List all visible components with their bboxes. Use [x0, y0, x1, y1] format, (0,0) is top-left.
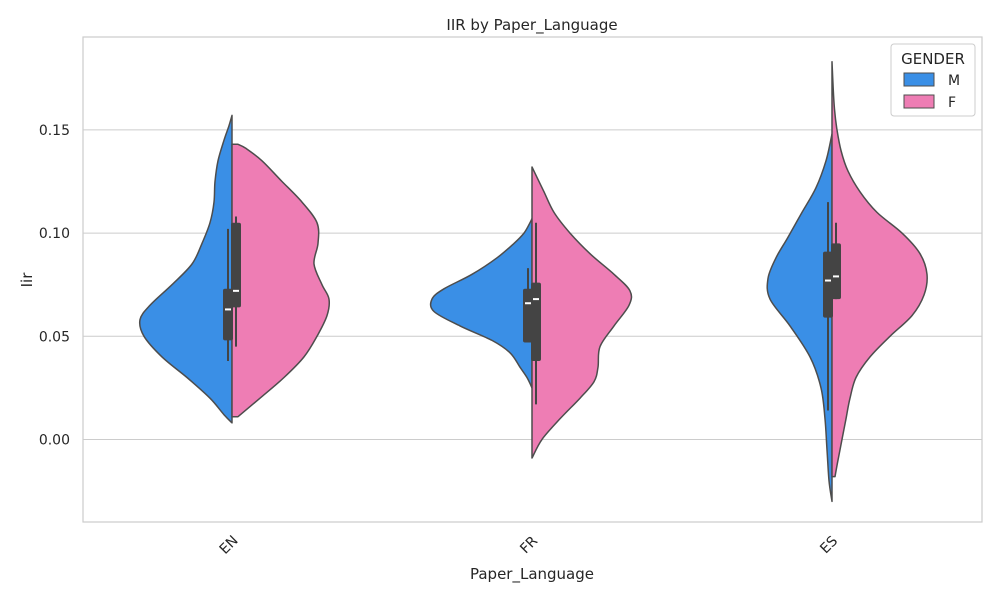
y-tick-label: 0.05: [39, 329, 70, 345]
box-iqr-en-f: [231, 222, 241, 308]
violin-en-f: [231, 143, 331, 418]
violin-fr-m: [429, 217, 533, 389]
y-tick-label: 0.15: [39, 123, 70, 139]
violin-layer: [138, 61, 928, 503]
violin-en-m: [138, 114, 233, 424]
box-iqr-es-f: [831, 243, 841, 300]
violin-es-m: [766, 133, 833, 503]
box-iqr-fr-m: [523, 288, 533, 343]
y-axis-label: Iir: [18, 272, 36, 288]
chart-title: IIR by Paper_Language: [446, 16, 617, 35]
legend: GENDER M F: [890, 43, 976, 117]
x-tick-label-es: ES: [817, 533, 841, 557]
legend-swatch-m: [903, 72, 935, 87]
legend-label-m: M: [948, 73, 960, 89]
legend-label-f: F: [948, 95, 956, 111]
x-tick-labels: EN FR ES: [217, 533, 841, 558]
x-tick-label-fr: FR: [517, 533, 541, 557]
legend-swatch-f: [903, 94, 935, 109]
x-tick-label-en: EN: [217, 533, 242, 558]
violin-es-f: [831, 61, 928, 478]
box-iqr-es-m: [823, 251, 833, 318]
plot-frame: [82, 36, 983, 523]
box-layer: [223, 202, 841, 411]
x-axis-label: Paper_Language: [470, 565, 594, 584]
y-tick-labels: 0.00 0.05 0.10 0.15: [39, 123, 70, 449]
y-tick-label: 0.10: [39, 226, 70, 242]
box-iqr-en-m: [223, 288, 233, 341]
box-iqr-fr-f: [531, 282, 541, 362]
legend-title: GENDER: [901, 50, 965, 68]
violin-fr-f: [531, 166, 633, 459]
y-tick-label: 0.00: [39, 432, 70, 448]
